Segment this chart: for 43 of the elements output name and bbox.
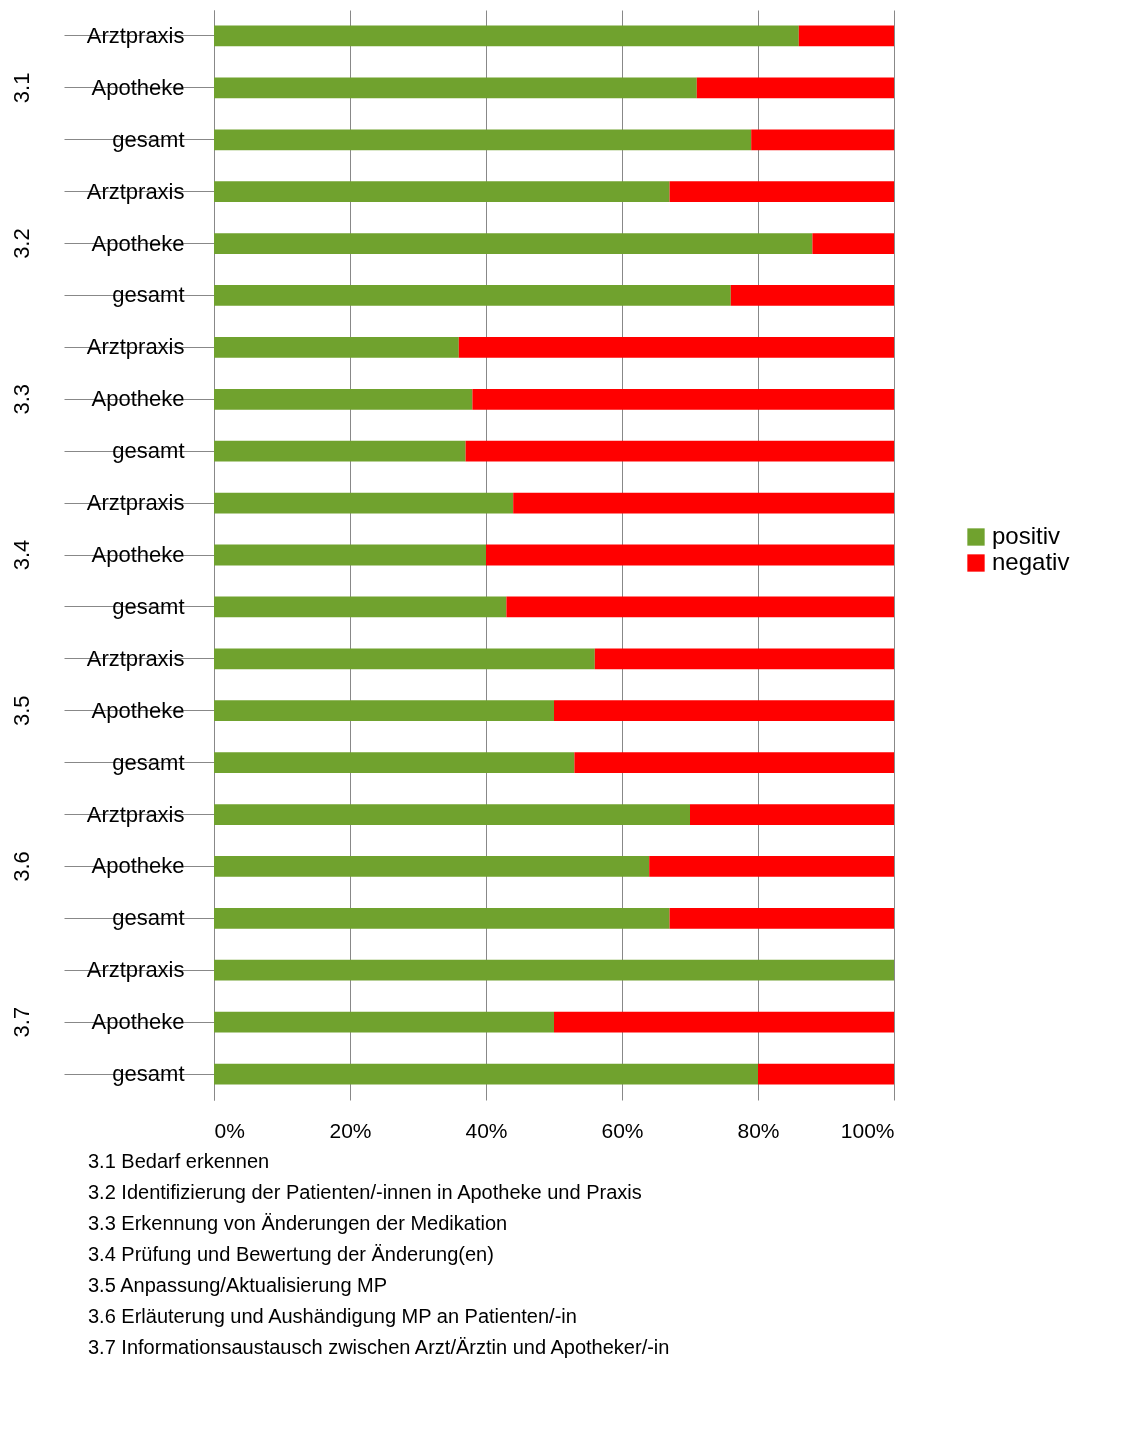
x-tick-label: 40% [465,1118,508,1142]
y-tick-label: Arztpraxis [86,645,185,671]
text: 3.5 Anpassung/Aktualisierung MP [88,1273,389,1298]
text: 3.3 Erkennung von Änderungen der Medikation [88,1211,509,1236]
y-tick-label: Apotheke [91,386,185,412]
y-tick-label: Apotheke [91,1009,185,1035]
text: 3.7 [9,1006,34,1038]
y-tick-label: Apotheke [91,542,185,567]
x-tick-label: 80% [737,1118,780,1142]
text: 3.5 [9,695,34,727]
y-tick-label: Apotheke [91,74,185,100]
text: 3.1 [9,72,34,104]
y-tick-label: Arztpraxis [86,490,185,516]
x-tick-label: 60% [601,1118,644,1142]
y-tick-label: gesamt [112,282,185,308]
y-tick-label: gesamt [112,438,185,464]
text: 3.6 Erläuterung und Aushändigung MP an Patienten/-in [88,1304,578,1329]
y-tick-label: Arztpraxis [86,957,185,983]
y-tick-label: gesamt [112,749,185,775]
text: 3.2 [9,228,34,259]
y-tick-label: gesamt [112,593,185,619]
text: 3.3 [9,383,34,415]
y-tick-label: Arztpraxis [86,801,185,827]
text: 3.2 Identifizierung der Patienten/-innen in Apotheke und Praxis [88,1180,643,1205]
y-tick-label: Apotheke [91,853,185,879]
text: 3.4 Prüfung und Bewertung der Änderung(en) [88,1242,495,1267]
text: 3.4 [9,539,34,571]
y-tick-label: Arztpraxis [86,178,185,204]
y-tick-label: gesamt [112,905,185,931]
x-tick-label: 20% [329,1118,372,1142]
text: 3.6 [9,851,34,882]
y-tick-label: gesamt [112,1061,185,1087]
y-tick-label: Arztpraxis [86,334,185,360]
x-tick-label: 100% [840,1118,895,1142]
legend-label: positiv [992,522,1061,549]
y-tick-label: Apotheke [91,230,185,256]
legend-label: negativ [992,548,1070,575]
text: 3.1 Bedarf erkennen [88,1149,271,1174]
y-tick-label: gesamt [112,126,185,152]
y-tick-label: Apotheke [91,697,185,723]
text: 3.7 Informationsaustausch zwischen Arzt/Ärztin und Apotheker/-in [88,1335,671,1360]
y-tick-label: Arztpraxis [86,22,185,48]
x-tick-label: 0% [214,1118,245,1142]
